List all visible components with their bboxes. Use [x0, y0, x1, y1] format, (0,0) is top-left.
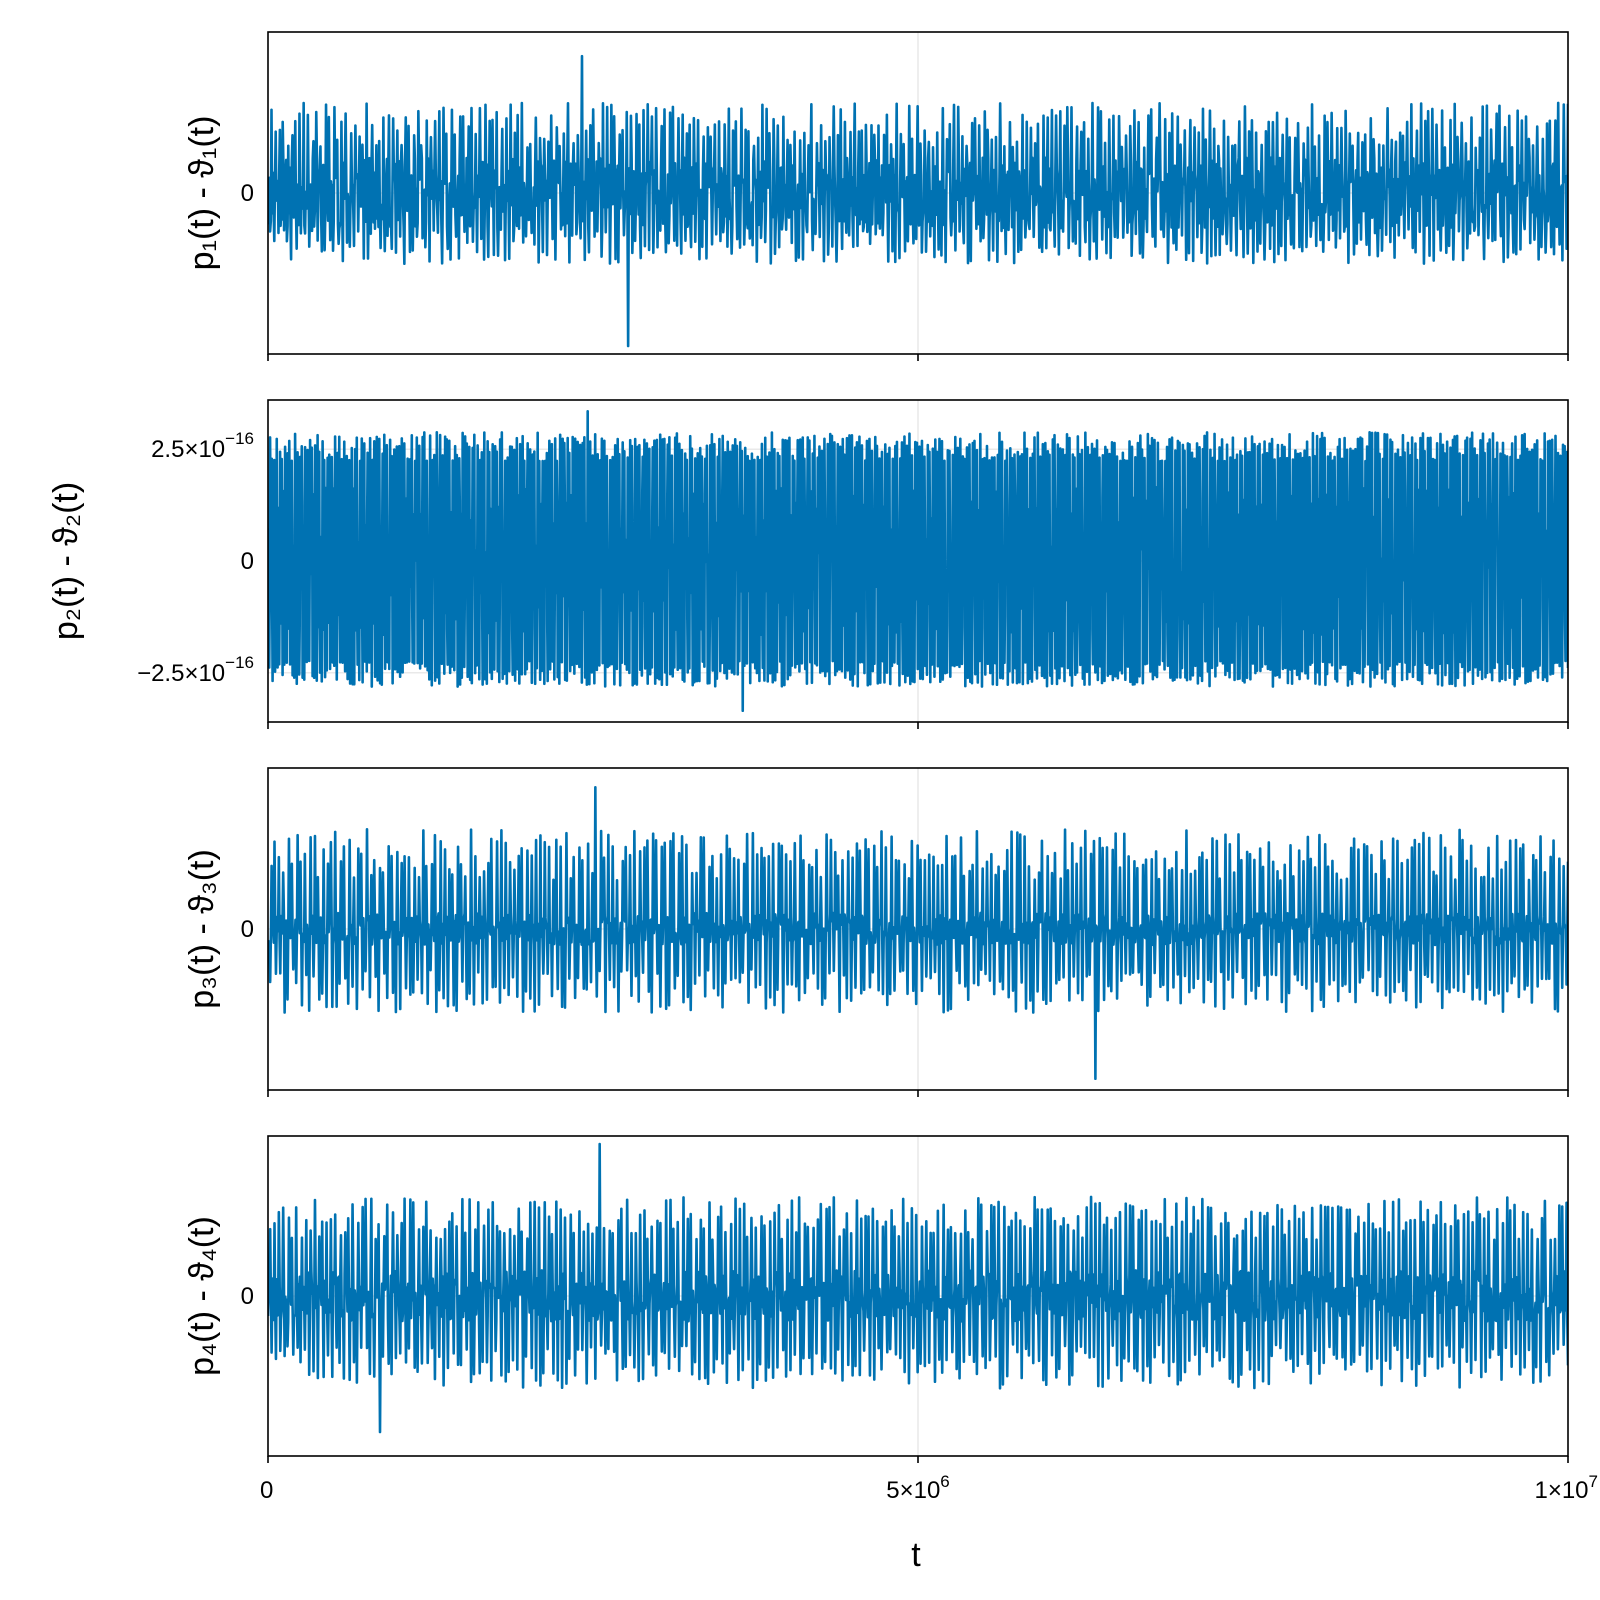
series-line: [268, 409, 1568, 713]
y-tick-label: 0: [241, 548, 254, 575]
x-axis-title: t: [911, 1536, 921, 1574]
series-line: [268, 54, 1568, 348]
panel-3: 0 p₃(t) - ϑ₃(t): [183, 767, 1569, 1097]
x-tick-label: 5×106: [886, 1472, 950, 1504]
y-axis-title: p₄(t) - ϑ₄(t): [183, 1216, 221, 1376]
x-tick-label: 0: [260, 1477, 273, 1504]
y-axis-title: p₃(t) - ϑ₃(t): [183, 849, 221, 1009]
y-axis-title: p₁(t) - ϑ₁(t): [183, 116, 221, 271]
panel-2: 2.5×10−16 0 −2.5×10−16 p₂(t) - ϑ₂(t): [47, 399, 1569, 729]
panel-1: 0 p₁(t) - ϑ₁(t): [183, 31, 1569, 361]
y-tick-label: 0: [241, 180, 254, 207]
y-tick-label: 2.5×10−16: [151, 429, 254, 463]
y-tick-label: 0: [241, 1283, 254, 1310]
series-line: [268, 786, 1568, 1081]
series-line: [268, 1142, 1568, 1434]
y-tick-label: −2.5×10−16: [137, 652, 254, 686]
x-tick-label: 1×107: [1534, 1472, 1598, 1504]
panel-4: 0 p₄(t) - ϑ₄(t): [183, 1135, 1569, 1463]
y-tick-label: 0: [241, 916, 254, 943]
y-axis-title: p₂(t) - ϑ₂(t): [47, 482, 85, 640]
